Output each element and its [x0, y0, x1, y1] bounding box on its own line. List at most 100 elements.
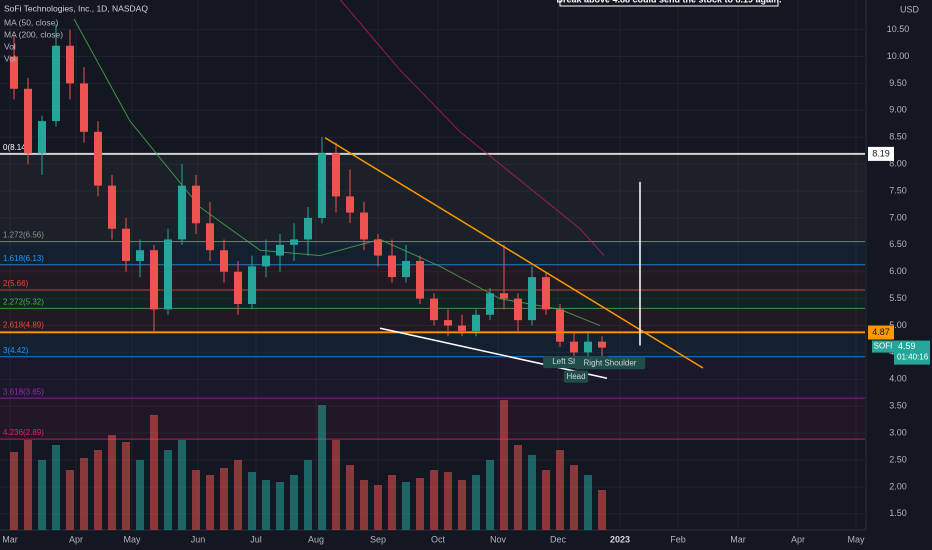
candle-body [52, 45, 60, 122]
fib-band [0, 264, 865, 291]
y-tick-label: 3.00 [889, 428, 907, 438]
fib-band [0, 356, 865, 399]
volume-bar [80, 458, 88, 530]
volume-bar [206, 475, 214, 530]
candle-body [486, 293, 494, 315]
price-tag [868, 325, 894, 340]
volume-bar [542, 470, 550, 530]
fib-label: 3(4.42) [3, 346, 29, 355]
candle-body [178, 185, 186, 240]
volume-bar [346, 465, 354, 530]
x-tick-label: Mar [730, 534, 746, 544]
legend-entry: Vol [4, 41, 16, 51]
volume-bar [290, 475, 298, 530]
volume-bar [500, 400, 508, 530]
candle-body [304, 217, 312, 240]
y-tick-label: 9.50 [889, 78, 907, 88]
candle-body [122, 228, 130, 261]
volume-bar [108, 435, 116, 530]
annotation: Break above 4.88 could send the stock to… [556, 0, 781, 4]
y-tick-label: 6.00 [889, 266, 907, 276]
volume-bar [556, 450, 564, 530]
candle-body [542, 277, 550, 310]
fib-band [0, 331, 865, 357]
pattern-label-text: Head [566, 372, 585, 381]
volume-bar [66, 470, 74, 530]
pattern-label: Head [563, 370, 589, 383]
volume-bar [24, 440, 32, 530]
candle-body [150, 250, 158, 310]
candle-body [94, 131, 102, 186]
x-tick-label: Oct [431, 534, 446, 544]
volume-bar [388, 475, 396, 530]
candle-body [164, 239, 172, 310]
x-tick-label: Nov [490, 534, 507, 544]
volume-bar [416, 478, 424, 530]
candle-body [388, 255, 396, 278]
volume-bar [94, 450, 102, 530]
volume-bar [458, 480, 466, 530]
candle-body [220, 250, 228, 272]
fib-label: 0(8.14) [3, 143, 29, 152]
volume-bar [52, 445, 60, 530]
candle-body [360, 212, 368, 240]
countdown-text: 01:40:16 [897, 353, 929, 362]
candle-body [248, 266, 256, 305]
y-tick-label: 10.50 [887, 24, 910, 34]
y-tick-label: 3.50 [889, 401, 907, 411]
volume-bar [360, 480, 368, 530]
volume-bar [486, 460, 494, 530]
volume-bar [598, 490, 606, 530]
fib-band [0, 398, 865, 440]
ma-line [339, 0, 605, 256]
y-tick-label: 7.50 [889, 185, 907, 195]
volume-bar [248, 472, 256, 530]
candle-body [276, 244, 284, 256]
y-tick-label: 2.50 [889, 454, 907, 464]
legend-entry: MA (50, close) [4, 17, 58, 27]
x-tick-label: 2023 [610, 534, 630, 544]
fib-band [0, 241, 865, 265]
volume-bar [10, 452, 18, 530]
candle-body [38, 121, 46, 154]
legend-entry: Vol [4, 53, 16, 63]
y-tick-label: 9.00 [889, 105, 907, 115]
candle-body [24, 88, 32, 154]
ticker-tag [872, 340, 894, 353]
x-tick-label: Feb [670, 534, 686, 544]
fib-label: 4.236(2.89) [3, 428, 44, 437]
last-price-tag [894, 340, 930, 365]
volume-bar [374, 485, 382, 530]
ticker-tag-text: SOFI [874, 342, 893, 351]
volume-bar [122, 442, 130, 530]
y-tick-label: 8.00 [889, 158, 907, 168]
volume-bar [220, 468, 228, 530]
volume-bar [514, 445, 522, 530]
volume-bar [528, 455, 536, 530]
candle-body [458, 325, 466, 331]
volume-bar [150, 415, 158, 530]
volume-bar [332, 440, 340, 530]
volume-bar [318, 405, 326, 530]
volume-bar [178, 440, 186, 530]
pattern-label-text: Right Shoulder [584, 358, 637, 367]
y-tick-label: 2.00 [889, 481, 907, 491]
volume-bar [276, 482, 284, 530]
y-tick-label: 8.50 [889, 132, 907, 142]
price-tag-text: 4.87 [872, 327, 890, 337]
candle-body [332, 153, 340, 197]
candle-body [598, 341, 606, 348]
volume-bar [444, 472, 452, 530]
trendline [379, 327, 608, 379]
y-tick-label: 6.50 [889, 239, 907, 249]
candle-body [556, 309, 564, 342]
candle-body [234, 271, 242, 305]
candle-body [346, 196, 354, 213]
x-tick-label: Jun [191, 534, 206, 544]
price-tag [868, 146, 894, 161]
candle-body [430, 298, 438, 321]
chart-title: SoFi Technologies, Inc., 1D, NASDAQ [4, 3, 148, 13]
candle-body [66, 45, 74, 84]
candle-body [206, 223, 214, 251]
candle-body [80, 83, 88, 132]
